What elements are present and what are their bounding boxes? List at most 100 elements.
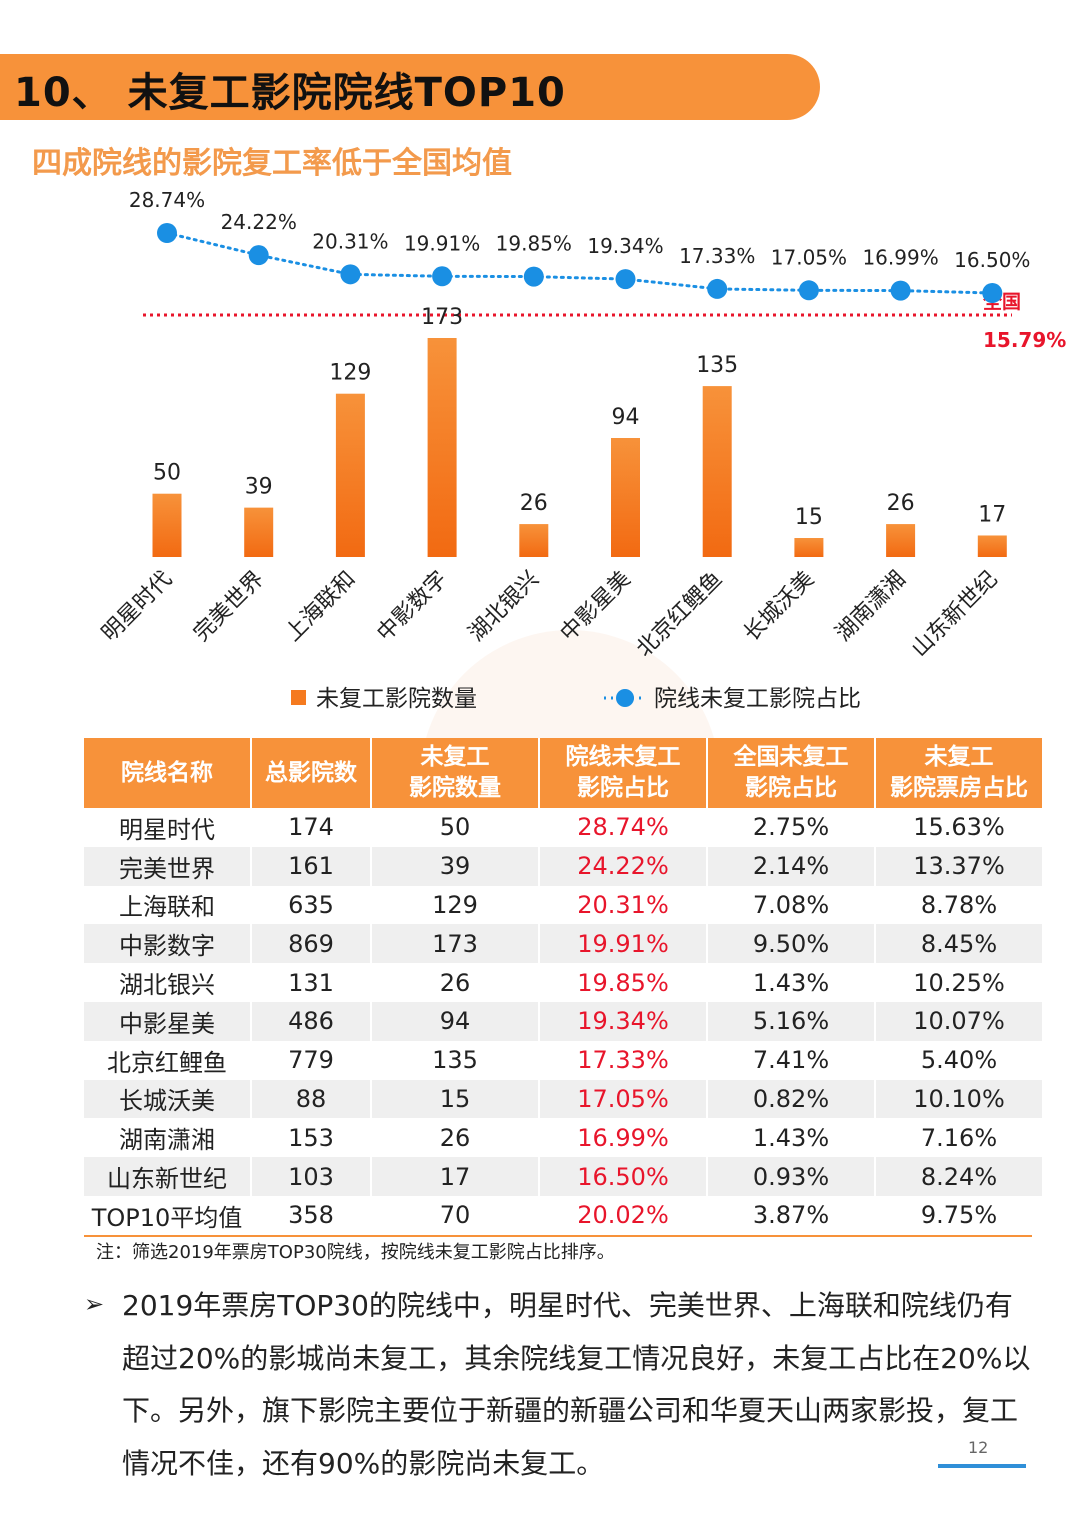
table-header-cell: 未复工 影院数量 [371, 738, 540, 808]
bar [152, 493, 182, 557]
table-header-cell: 未复工 影院票房占比 [875, 738, 1042, 808]
table-cell: 9.75% [875, 1195, 1042, 1235]
table-cell: 779 [251, 1040, 372, 1080]
table-cell: 16.99% [539, 1118, 708, 1158]
title-banner [0, 54, 820, 120]
category-tick-label: 中影星美 [556, 567, 636, 647]
bar [427, 338, 457, 557]
bar-value-label: 17 [978, 502, 1006, 527]
bar-value-label: 94 [612, 405, 640, 430]
line-point-label: 24.22% [221, 210, 297, 234]
table-cell: 北京红鲤鱼 [84, 1040, 252, 1080]
line-point [157, 223, 177, 243]
table-cell: 94 [371, 1001, 540, 1041]
table-cell: 173 [371, 924, 540, 964]
table-cell: 上海联和 [84, 885, 252, 925]
table-cell: 长城沃美 [84, 1079, 252, 1119]
table-cell: 131 [251, 963, 372, 1002]
table-cell: 7.16% [875, 1118, 1042, 1158]
table-cell: 17 [371, 1157, 540, 1196]
line-point [523, 266, 544, 287]
table-cell: 16.50% [539, 1157, 708, 1196]
line-point [615, 269, 636, 290]
bar-value-label: 129 [329, 361, 371, 386]
category-tick-label: 长城沃美 [739, 567, 819, 647]
table-cell: 8.24% [875, 1157, 1042, 1196]
bar [519, 524, 549, 557]
table-row: 中影星美 486 94 19.34% 5.16% 10.07% [84, 1001, 1042, 1041]
line-point-label: 17.05% [771, 245, 847, 269]
page-title: 10、 未复工影院院线TOP10 [14, 70, 566, 116]
line-point-label: 19.85% [496, 232, 572, 256]
line-point-label: 28.74% [129, 188, 205, 212]
table-cell: 13.37% [875, 846, 1042, 886]
table-header-row: 院线名称 总影院数 未复工 影院数量 院线未复工 影院占比 全国未复工 影院占比 未复工 影院票房… [84, 738, 1042, 808]
table-cell: 103 [251, 1157, 372, 1196]
table-cell: 358 [251, 1195, 372, 1235]
legend-bar-label: 未复工影院数量 [316, 686, 477, 712]
line-point [707, 278, 728, 299]
table-cell: 0.82% [707, 1079, 876, 1119]
table-row: 上海联和 635 129 20.31% 7.08% 8.78% [84, 885, 1042, 925]
bar [702, 386, 732, 557]
reference-line-value: 15.79% [983, 328, 1066, 352]
table-cell: 湖北银兴 [84, 963, 252, 1002]
category-tick-label: 明星时代 [97, 567, 177, 647]
table-note: 注：筛选2019年票房TOP30院线，按院线未复工影院占比排序。 [96, 1242, 615, 1263]
line-series-path [165, 231, 994, 295]
table-cell: 9.50% [707, 924, 876, 964]
table-row: 中影数字 869 173 19.91% 9.50% 8.45% [84, 924, 1042, 964]
bar [335, 393, 365, 557]
table-cell: 869 [251, 924, 372, 964]
line-point-label: 20.31% [312, 229, 388, 253]
line-point [432, 266, 453, 287]
table-row: 长城沃美 88 15 17.05% 0.82% 10.10% [84, 1079, 1042, 1119]
table-cell: 17.05% [539, 1079, 708, 1119]
table-row: 北京红鲤鱼 779 135 17.33% 7.41% 5.40% [84, 1040, 1042, 1080]
data-table-container: 院线名称 总影院数 未复工 影院数量 院线未复工 影院占比 全国未复工 影院占比 未复工 影院票房… [84, 738, 1042, 1237]
bar-value-label: 26 [520, 491, 548, 516]
table-row: 湖南潇湘 153 26 16.99% 1.43% 7.16% [84, 1118, 1042, 1158]
table-cell: 10.07% [875, 1001, 1042, 1041]
table-cell: 50 [371, 808, 540, 847]
category-tick-label: 中影数字 [372, 567, 452, 647]
bar [611, 438, 640, 557]
table-cell: 161 [251, 846, 372, 886]
bar [886, 524, 916, 557]
line-point [982, 283, 1003, 303]
table-cell: 39 [371, 846, 540, 886]
table-cell: 70 [371, 1195, 540, 1235]
category-tick-label: 山东新世纪 [907, 567, 1002, 662]
table-cell: 635 [251, 885, 372, 925]
table-cell: 5.40% [875, 1040, 1042, 1080]
page-subtitle: 四成院线的影院复工率低于全国均值 [32, 146, 512, 181]
line-point [340, 264, 361, 285]
table-cell: 10.25% [875, 963, 1042, 1002]
table-cell: 174 [251, 808, 372, 847]
table-cell: 2.14% [707, 846, 876, 886]
legend-bar-swatch [291, 690, 306, 705]
table-row: 完美世界 161 39 24.22% 2.14% 13.37% [84, 846, 1042, 886]
table-cell: 5.16% [707, 1001, 876, 1041]
legend-line-marker [616, 689, 634, 707]
table-header-cell: 院线未复工 影院占比 [539, 738, 708, 808]
bar [977, 535, 1007, 557]
bar-value-label: 173 [421, 305, 463, 330]
table-cell: 1.43% [707, 963, 876, 1002]
table-cell: 7.08% [707, 885, 876, 925]
table-cell: 7.41% [707, 1040, 876, 1080]
line-point-label: 16.99% [862, 246, 938, 270]
legend-line-label: 院线未复工影院占比 [654, 686, 861, 712]
table-cell: 2.75% [707, 808, 876, 847]
bar-value-label: 26 [887, 491, 915, 516]
line-point-label: 19.34% [587, 234, 663, 258]
line-point-label: 16.50% [954, 248, 1030, 272]
table-cell: 26 [371, 1118, 540, 1158]
table-cell: TOP10平均值 [84, 1195, 252, 1235]
table-cell: 8.45% [875, 924, 1042, 964]
table-cell: 20.31% [539, 885, 708, 925]
table-bottom-rule [84, 1234, 1032, 1237]
table-cell: 完美世界 [84, 846, 252, 886]
table-cell: 1.43% [707, 1118, 876, 1158]
